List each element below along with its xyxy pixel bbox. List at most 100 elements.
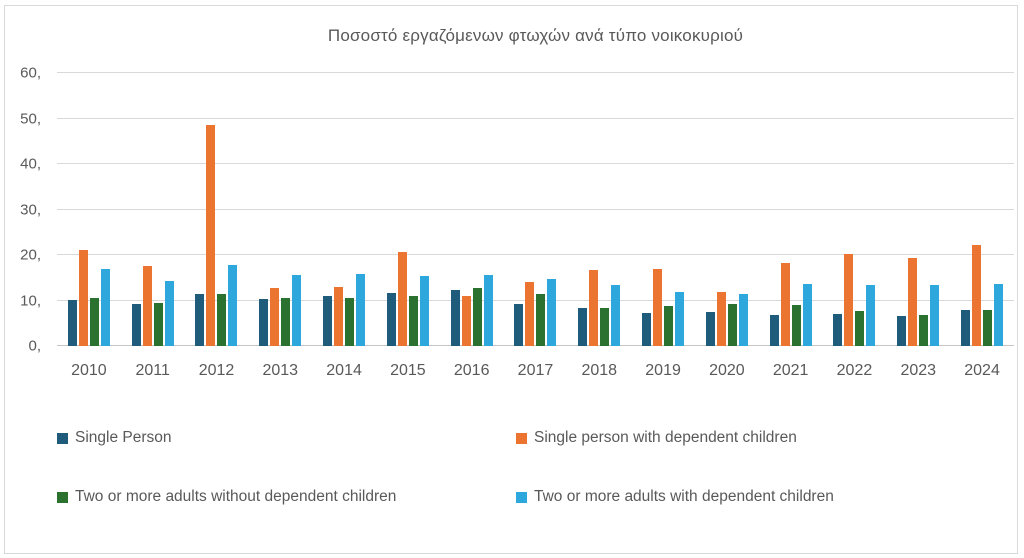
bar-group-2021: [759, 73, 823, 346]
legend-item[interactable]: Two or more adults with dependent childr…: [516, 488, 834, 505]
y-tick-label: 60,: [20, 64, 41, 82]
y-tick-label: 0,: [28, 337, 41, 355]
x-tick-label: 2015: [390, 362, 426, 379]
bar[interactable]: [738, 293, 748, 346]
bar[interactable]: [589, 269, 599, 346]
bar-group-2024: [950, 73, 1014, 346]
bar-group-2017: [504, 73, 568, 346]
bar[interactable]: [89, 297, 99, 346]
bar[interactable]: [228, 265, 238, 346]
bar[interactable]: [164, 280, 174, 346]
x-tick-label: 2018: [581, 362, 618, 379]
y-tick-label: 50,: [20, 110, 41, 127]
y-tick-label: 10,: [20, 292, 41, 309]
bar[interactable]: [547, 279, 557, 346]
bar[interactable]: [908, 258, 918, 346]
bar[interactable]: [461, 295, 471, 346]
gridline: [57, 299, 1014, 301]
bar[interactable]: [716, 291, 726, 346]
bar[interactable]: [600, 308, 610, 346]
x-tick-label: 2014: [326, 362, 362, 379]
bar[interactable]: [844, 254, 854, 346]
bar-group-2012: [185, 73, 249, 346]
bar[interactable]: [791, 305, 801, 346]
bar[interactable]: [525, 282, 535, 346]
bar[interactable]: [472, 287, 482, 346]
bar[interactable]: [897, 316, 907, 346]
bar[interactable]: [611, 284, 621, 346]
bar[interactable]: [972, 245, 982, 346]
x-tick-label: 2017: [517, 362, 554, 379]
bar[interactable]: [419, 275, 429, 346]
x-tick-label: 2019: [645, 362, 681, 379]
bar[interactable]: [259, 298, 269, 346]
bar[interactable]: [386, 292, 396, 346]
bar[interactable]: [153, 302, 163, 346]
bar[interactable]: [705, 311, 715, 346]
bar[interactable]: [281, 297, 291, 346]
bar-group-2018: [567, 73, 631, 346]
bar[interactable]: [292, 274, 302, 346]
bar[interactable]: [78, 250, 88, 346]
plot-area: [57, 72, 1014, 346]
bar[interactable]: [802, 283, 812, 346]
bar[interactable]: [408, 295, 418, 346]
bar-group-2019: [631, 73, 695, 346]
bar[interactable]: [217, 294, 227, 346]
chart-title: Ποσοστό εργαζόμενων φτωχών ανά τύπο νοικ…: [327, 26, 744, 45]
x-tick-label: 2021: [772, 362, 809, 379]
bar-group-2014: [312, 73, 376, 346]
bar[interactable]: [514, 304, 524, 346]
bar[interactable]: [866, 284, 876, 346]
bar[interactable]: [345, 297, 355, 346]
legend-item[interactable]: Single Person: [57, 429, 172, 446]
bar-groups: [57, 73, 1014, 346]
bar[interactable]: [769, 314, 779, 346]
bar[interactable]: [780, 263, 790, 346]
bar[interactable]: [653, 268, 663, 346]
bar[interactable]: [727, 304, 737, 346]
bar[interactable]: [983, 310, 993, 346]
bar[interactable]: [855, 310, 865, 346]
bar[interactable]: [642, 313, 652, 346]
gridline: [57, 117, 1014, 119]
bar[interactable]: [131, 303, 141, 346]
y-tick-label: 30,: [20, 201, 41, 218]
bar-group-2022: [823, 73, 887, 346]
legend-item[interactable]: Single person with dependent children: [516, 429, 797, 446]
bar[interactable]: [961, 309, 971, 346]
bar[interactable]: [483, 275, 493, 346]
legend-label: Single person with dependent children: [534, 429, 797, 446]
bar[interactable]: [142, 266, 152, 346]
bar-group-2020: [695, 73, 759, 346]
bar[interactable]: [356, 274, 366, 346]
bar[interactable]: [323, 296, 333, 346]
legend-label: Single Person: [75, 429, 172, 446]
bar[interactable]: [930, 285, 940, 346]
x-axis-line: [57, 345, 1014, 346]
bar[interactable]: [675, 291, 685, 346]
x-tick-label: 2024: [964, 362, 1000, 379]
legend-swatch-icon: [516, 491, 527, 503]
bar[interactable]: [206, 124, 216, 346]
x-tick-label: 2011: [135, 362, 170, 379]
bar[interactable]: [334, 287, 344, 346]
x-tick-label: 2023: [900, 362, 937, 379]
bar[interactable]: [397, 252, 407, 346]
bar[interactable]: [578, 308, 588, 346]
bar[interactable]: [833, 313, 843, 346]
x-axis-labels: 2010 2011 2012 2013 2014 2015 2016 2017 2018 2019…: [57, 362, 1014, 380]
bar[interactable]: [919, 315, 929, 346]
bar[interactable]: [536, 293, 546, 346]
chart-border: [4, 5, 1018, 554]
legend-item[interactable]: Two or more adults without dependent chi…: [57, 488, 396, 505]
bar[interactable]: [450, 290, 460, 346]
bar[interactable]: [67, 300, 77, 346]
bar[interactable]: [195, 294, 205, 346]
bar[interactable]: [270, 288, 280, 346]
bar[interactable]: [994, 284, 1004, 346]
bar[interactable]: [664, 306, 674, 346]
y-tick-label: 40,: [20, 155, 41, 173]
bar[interactable]: [100, 268, 110, 346]
legend-swatch-icon: [57, 432, 68, 444]
